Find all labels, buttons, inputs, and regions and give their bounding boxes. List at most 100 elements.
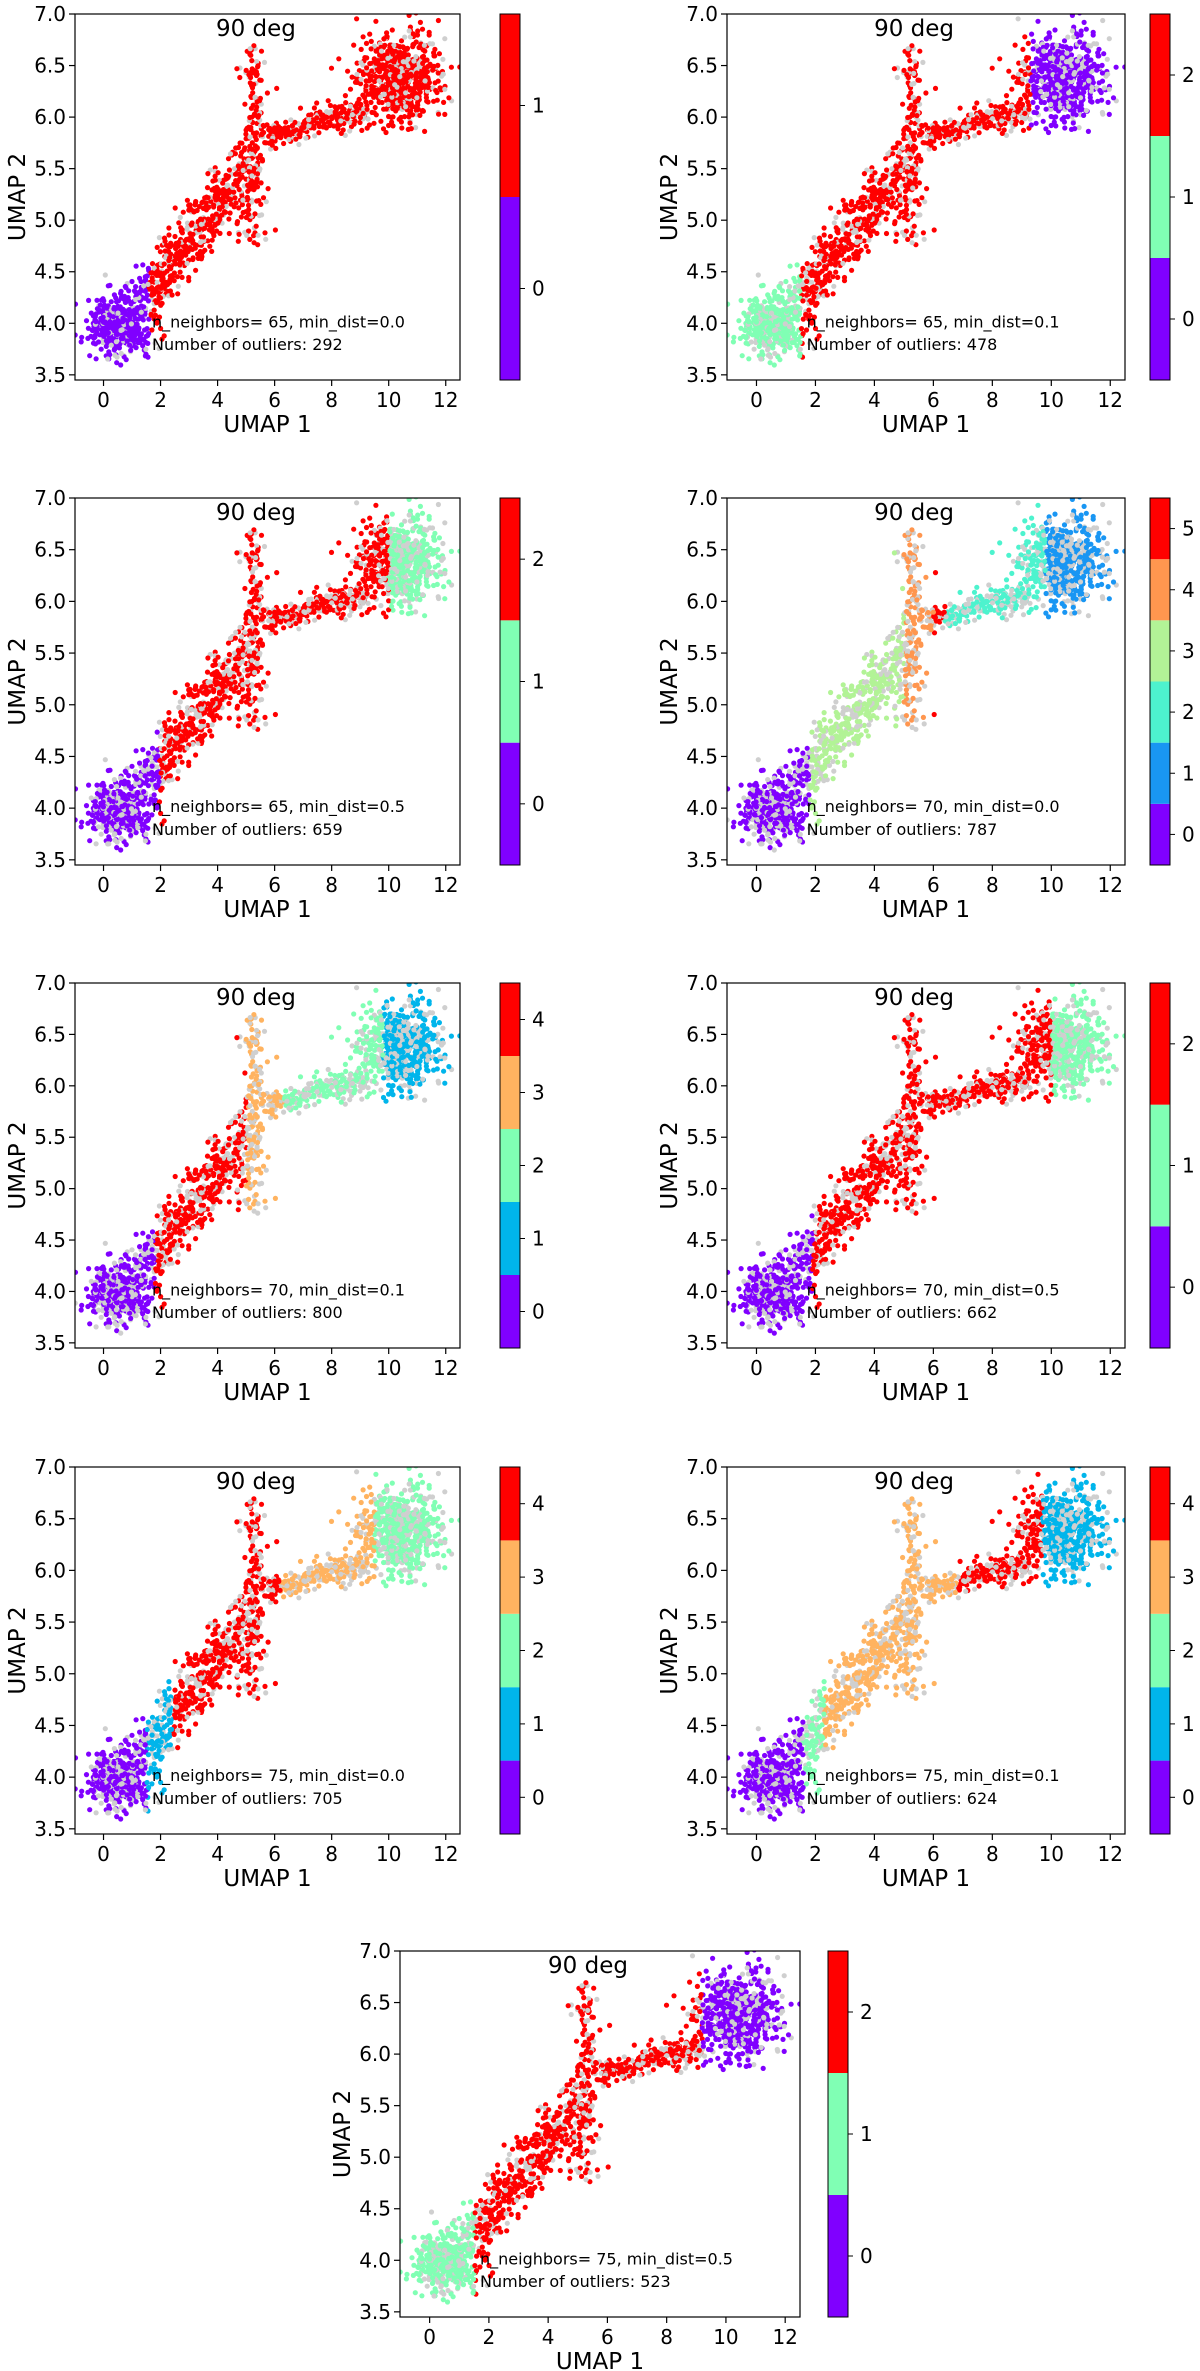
outlier-point xyxy=(415,61,421,67)
outlier-point xyxy=(807,340,813,346)
cluster-1-point xyxy=(255,155,261,161)
cluster-1-point xyxy=(405,75,411,81)
cluster-0-point xyxy=(105,283,111,289)
y-tick-label: 4.5 xyxy=(686,260,718,284)
cluster-2-point xyxy=(804,261,810,267)
outlier-point xyxy=(157,733,163,740)
cluster-1-point xyxy=(379,74,385,80)
cluster-0-point xyxy=(1033,94,1039,100)
cluster-2-point xyxy=(904,72,910,78)
cluster-1-point xyxy=(366,122,372,128)
cluster-2-point xyxy=(905,143,911,149)
outlier-point xyxy=(854,239,860,245)
cluster-2-point xyxy=(846,256,852,263)
outlier-point xyxy=(69,311,74,316)
cluster-1-point xyxy=(743,340,749,346)
cluster-2-point xyxy=(897,202,903,208)
cluster-1-point xyxy=(727,332,730,338)
outlier-point xyxy=(389,94,395,100)
cluster-1-point xyxy=(436,51,442,57)
cluster-1-point xyxy=(372,104,378,111)
x-tick-label: 0 xyxy=(750,388,763,412)
outlier-point xyxy=(855,221,861,227)
outlier-point xyxy=(385,101,391,107)
cluster-0-point xyxy=(1064,72,1070,78)
outlier-point xyxy=(881,183,887,189)
cluster-1-point xyxy=(419,85,425,91)
cluster-1-point xyxy=(260,122,266,129)
cluster-1-point xyxy=(239,149,245,156)
cluster-1-point xyxy=(158,285,164,291)
cluster-1-point xyxy=(226,216,232,222)
colorbar-label: 0 xyxy=(532,277,545,301)
outlier-point xyxy=(342,132,348,138)
outlier-point xyxy=(1015,16,1021,22)
cluster-2-point xyxy=(895,140,901,146)
outlier-point xyxy=(216,662,222,668)
y-axis-label: UMAP 2 xyxy=(5,153,31,241)
cluster-1-point xyxy=(357,114,363,121)
outlier-point xyxy=(402,34,408,40)
outlier-point xyxy=(873,177,879,183)
cluster-0-point xyxy=(94,790,100,797)
cluster-1-point xyxy=(413,14,419,16)
cluster-1-point xyxy=(167,288,173,294)
cluster-1-point xyxy=(419,26,426,32)
cluster-2-point xyxy=(816,270,823,276)
cluster-2-point xyxy=(908,102,914,108)
outlier-point xyxy=(296,141,302,148)
cluster-2-point xyxy=(917,48,923,54)
cluster-1-point xyxy=(259,158,266,164)
outlier-point xyxy=(755,272,761,278)
cluster-0-point xyxy=(114,299,120,305)
cluster-1-point xyxy=(785,332,791,339)
cluster-2-point xyxy=(940,140,946,147)
cluster-1-point xyxy=(314,120,320,126)
cluster-2-point xyxy=(951,119,957,125)
cluster-1-point xyxy=(431,63,437,69)
outlier-point xyxy=(119,812,125,818)
outlier-point xyxy=(138,309,144,315)
cluster-0-point xyxy=(101,302,108,308)
cluster-1-point xyxy=(269,138,275,144)
cluster-0-point xyxy=(101,787,108,793)
cluster-1-point xyxy=(389,119,395,125)
outlier-point xyxy=(1105,71,1111,77)
cluster-0-point xyxy=(122,308,128,314)
cluster-0-point xyxy=(120,296,126,302)
cluster-1-point xyxy=(289,123,295,129)
cluster-1-point xyxy=(232,195,238,201)
cluster-1-point xyxy=(165,281,171,288)
cluster-1-point xyxy=(254,171,261,177)
cluster-1-point xyxy=(151,307,157,313)
cluster-2-point xyxy=(1025,65,1032,71)
cluster-0-point xyxy=(105,767,111,774)
cluster-1-point xyxy=(384,51,390,57)
outlier-point xyxy=(69,796,74,801)
cluster-2-point xyxy=(812,249,818,255)
cluster-1-point xyxy=(188,222,194,228)
outlier-point xyxy=(761,342,768,348)
outlier-point xyxy=(246,165,253,171)
cluster-2-point xyxy=(857,234,863,240)
cluster-2-point xyxy=(890,151,896,157)
outlier-point xyxy=(772,350,778,357)
cluster-0-point xyxy=(1053,101,1059,108)
cluster-1-point xyxy=(363,40,370,47)
outlier-point xyxy=(833,214,839,220)
outlier-point xyxy=(795,283,801,289)
cluster-1-point xyxy=(425,84,431,90)
cluster-1-point xyxy=(753,314,759,320)
cluster-2-point xyxy=(205,722,211,729)
cluster-2-point xyxy=(995,115,1001,121)
cluster-2-point xyxy=(997,104,1003,110)
cluster-1-point xyxy=(236,231,242,237)
cluster-0-point xyxy=(144,810,150,817)
cluster-0-point xyxy=(1036,58,1042,64)
cluster-1-point xyxy=(368,38,374,45)
cluster-2-point xyxy=(952,136,959,142)
cluster-2-point xyxy=(912,145,919,151)
cluster-1-point xyxy=(795,304,801,310)
cluster-1-point xyxy=(217,188,223,194)
outlier-point xyxy=(786,323,793,330)
